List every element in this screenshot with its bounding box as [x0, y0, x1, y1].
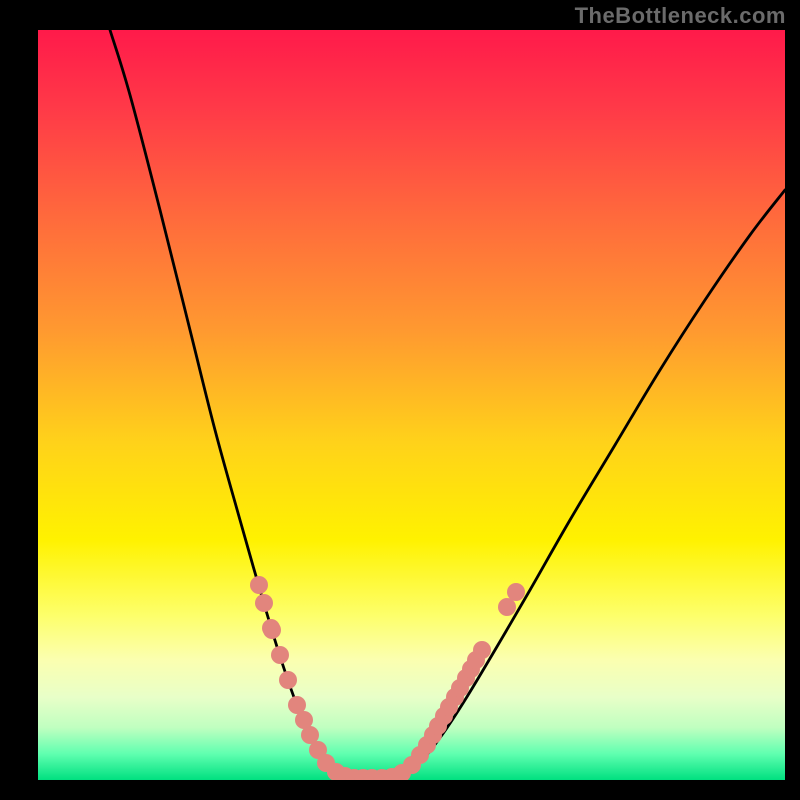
marker-point — [250, 576, 268, 594]
marker-point — [498, 598, 516, 616]
bottleneck-chart — [0, 0, 800, 800]
marker-point — [473, 641, 491, 659]
watermark-text: TheBottleneck.com — [575, 3, 786, 29]
marker-point — [255, 594, 273, 612]
chart-frame: TheBottleneck.com — [0, 0, 800, 800]
marker-point — [271, 646, 289, 664]
plot-gradient — [38, 30, 785, 780]
marker-point — [507, 583, 525, 601]
marker-point — [279, 671, 297, 689]
marker-point — [263, 621, 281, 639]
